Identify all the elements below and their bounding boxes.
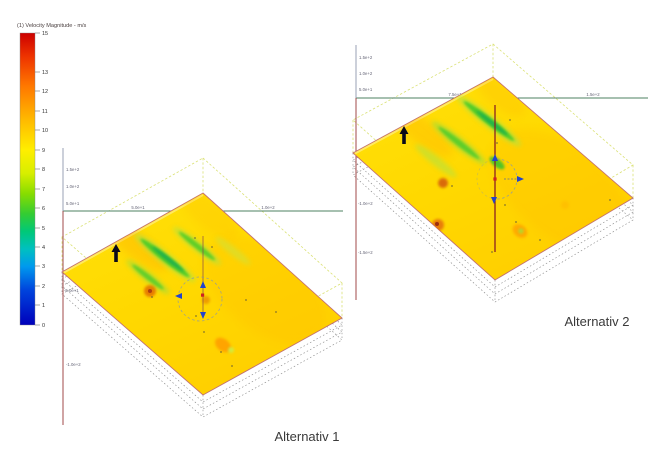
svg-text:5.0e+1: 5.0e+1	[359, 87, 373, 92]
baseline-tick-label: 7.5e+1	[448, 92, 462, 97]
svg-text:2: 2	[42, 284, 45, 290]
svg-text:10: 10	[42, 128, 48, 134]
axis-arrow-down	[491, 197, 497, 204]
svg-text:8: 8	[42, 167, 45, 173]
panel-alternativ-2: 7.5e+1 1.5e+2 1.5e+2 1.0e+2 5.0e+1 -5.0e…	[352, 43, 648, 329]
contour-field	[354, 77, 629, 251]
svg-text:6: 6	[42, 206, 45, 212]
svg-text:11: 11	[42, 109, 48, 115]
axis-arrow-up	[200, 281, 206, 288]
panel-caption: Alternativ 2	[564, 314, 629, 329]
svg-text:1.0e+2: 1.0e+2	[359, 71, 373, 76]
svg-text:5.0e+1: 5.0e+1	[66, 201, 80, 206]
baseline-tick-label: 1.0e+2	[261, 205, 275, 210]
colorbar-tick-labels: 15 13 12 11 10 9 8 7 6 5 4 3 2 1 0	[42, 31, 48, 329]
colorbar-legend: (1) Velocity Magnitude - m/s 15 13 12 11…	[17, 23, 87, 329]
svg-text:3: 3	[42, 264, 45, 270]
svg-text:0: 0	[42, 323, 45, 329]
baseline-tick-label: 1.5e+2	[586, 92, 600, 97]
flow-direction-arrow	[399, 126, 409, 144]
origin-marker	[201, 293, 205, 297]
svg-text:-1.0e+2: -1.0e+2	[66, 362, 81, 367]
svg-text:4: 4	[42, 245, 45, 251]
probe-marks	[151, 237, 277, 367]
svg-text:-1.0e+2: -1.0e+2	[358, 201, 373, 206]
svg-text:-1.5e+2: -1.5e+2	[358, 250, 373, 255]
colorbar-tickmarks	[35, 32, 40, 326]
svg-text:9: 9	[42, 148, 45, 154]
rotation-circle-arc	[496, 158, 518, 200]
svg-text:1: 1	[42, 303, 45, 309]
rotation-circle	[177, 276, 223, 322]
svg-text:-5.0e+1: -5.0e+1	[64, 288, 79, 293]
baseline-tick-label: 5.0e+1	[131, 205, 145, 210]
svg-text:13: 13	[42, 70, 48, 76]
axis-tick-labels: 1.5e+2 1.0e+2 5.0e+1 -5.0e+1 -1.0e+2	[64, 167, 81, 367]
svg-text:7: 7	[42, 187, 45, 193]
axis-arrow-up	[492, 154, 498, 161]
svg-text:5: 5	[42, 226, 45, 232]
flow-direction-arrow	[111, 244, 121, 262]
legend-title: (1) Velocity Magnitude - m/s	[17, 23, 87, 29]
colorbar	[19, 32, 36, 326]
panel-alternativ-1: 5.0e+1 1.0e+2 1.5e+2 1.0e+2 5.0e+1 -5.0e…	[61, 148, 343, 444]
svg-text:1.5e+2: 1.5e+2	[66, 167, 80, 172]
axis-arrow-right	[517, 176, 524, 182]
svg-text:1.5e+2: 1.5e+2	[359, 55, 373, 60]
origin-marker	[493, 177, 497, 181]
probe-marks	[451, 119, 611, 253]
rotation-circle-arc-faint	[476, 158, 498, 200]
panel-caption: Alternativ 1	[274, 429, 339, 444]
svg-text:15: 15	[42, 31, 48, 37]
axis-arrow-down	[200, 312, 206, 319]
svg-text:12: 12	[42, 89, 48, 95]
svg-text:1.0e+2: 1.0e+2	[66, 184, 80, 189]
axis-arrow-left	[175, 293, 182, 299]
